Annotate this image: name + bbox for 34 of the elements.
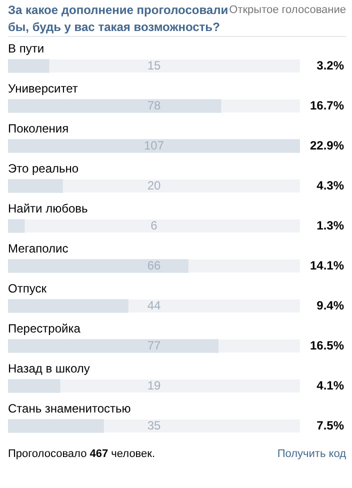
chart-title: За какое дополнение проголосовали бы, будь у вас такая возможность? — [8, 3, 228, 34]
y-tick-label: Поколения — [8, 121, 69, 136]
bar — [8, 219, 25, 233]
y-tick-label: Университет — [8, 81, 78, 96]
text: 16.5% — [310, 338, 344, 352]
data-label: 15 — [147, 58, 161, 72]
text: 16.7% — [310, 98, 344, 112]
text: 22.9% — [310, 138, 344, 152]
y-tick-label: Мегаполис — [8, 241, 68, 256]
data-label: 20 — [147, 178, 161, 192]
text: 3.2% — [316, 58, 344, 72]
y-tick-label: Стань знаменитостью — [8, 401, 131, 416]
text: 1.3% — [316, 218, 344, 232]
text: 4.3% — [316, 178, 344, 192]
data-label: 35 — [147, 418, 161, 432]
text: 9.4% — [316, 298, 344, 312]
data-label: 44 — [147, 298, 161, 312]
text: 4.1% — [316, 378, 344, 392]
data-label: 6 — [150, 218, 158, 232]
text: Получить код — [277, 447, 346, 462]
text: 7.5% — [316, 418, 344, 432]
y-tick-label: Это реально — [8, 161, 79, 176]
text: 14.1% — [310, 258, 344, 272]
y-tick-label: Перестройка — [8, 321, 81, 336]
y-tick-label: Отпуск — [8, 281, 48, 296]
text: Проголосовало 467 человек. — [8, 447, 156, 462]
y-tick-label: Найти любовь — [8, 201, 88, 216]
bar — [8, 379, 60, 393]
y-tick-label: Назад в школу — [8, 361, 90, 376]
bar — [8, 179, 63, 193]
bar — [8, 59, 50, 73]
data-label: 19 — [147, 378, 161, 392]
y-tick-label: В пути — [8, 41, 44, 56]
chart-subtitle: Открытое голосование — [229, 3, 346, 18]
